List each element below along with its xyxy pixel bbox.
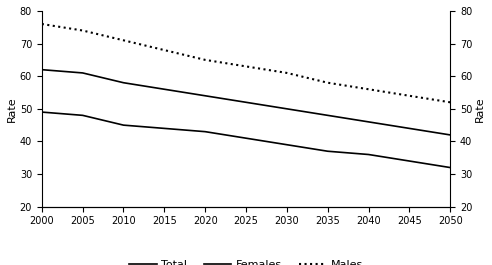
Total [406, 127, 412, 130]
Total [366, 120, 371, 123]
Females [325, 150, 331, 153]
Females [366, 153, 371, 156]
Y-axis label: Rate: Rate [475, 96, 485, 122]
Males [284, 71, 290, 74]
Total [202, 94, 208, 97]
Males [161, 48, 167, 52]
Females [202, 130, 208, 133]
Females [121, 123, 126, 127]
Females [243, 136, 249, 140]
Males [80, 29, 86, 32]
Y-axis label: Rate: Rate [7, 96, 17, 122]
Total [39, 68, 45, 71]
Females [80, 114, 86, 117]
Males [406, 94, 412, 97]
Line: Females: Females [42, 112, 450, 167]
Line: Total: Total [42, 70, 450, 135]
Total [447, 133, 453, 136]
Females [284, 143, 290, 146]
Total [243, 101, 249, 104]
Total [284, 107, 290, 111]
Males [121, 39, 126, 42]
Males [39, 23, 45, 26]
Total [161, 88, 167, 91]
Total [325, 114, 331, 117]
Line: Males: Males [42, 24, 450, 102]
Females [39, 111, 45, 114]
Males [243, 65, 249, 68]
Total [80, 71, 86, 74]
Total [121, 81, 126, 84]
Females [161, 127, 167, 130]
Females [447, 166, 453, 169]
Males [202, 58, 208, 61]
Females [406, 160, 412, 163]
Males [447, 101, 453, 104]
Males [366, 88, 371, 91]
Legend: Total, Females, Males: Total, Females, Males [124, 255, 368, 265]
Males [325, 81, 331, 84]
